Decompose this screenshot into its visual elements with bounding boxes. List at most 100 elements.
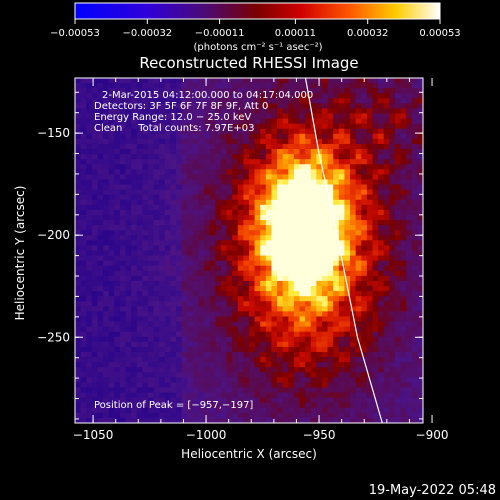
heatmap-cell <box>271 83 278 89</box>
heatmap-cell <box>265 402 273 409</box>
heatmap-cell <box>153 382 160 389</box>
heatmap-cell <box>91 316 99 323</box>
heatmap-cell <box>97 164 104 170</box>
heatmap-cell <box>316 341 323 348</box>
heatmap-cell <box>260 133 267 140</box>
heatmap-cell <box>299 189 306 196</box>
heatmap-cell <box>305 301 312 307</box>
heatmap-cell <box>293 296 301 302</box>
heatmap-cell <box>406 397 413 404</box>
heatmap-cell <box>91 220 99 226</box>
heatmap-cell <box>80 286 87 292</box>
heatmap-cell <box>192 103 200 110</box>
heatmap-cell <box>164 240 172 247</box>
heatmap-cell <box>91 280 99 287</box>
heatmap-cell <box>271 412 278 419</box>
heatmap-cell <box>400 270 407 277</box>
heatmap-cell <box>75 204 82 211</box>
heatmap-cell <box>406 336 413 343</box>
heatmap-cell <box>119 250 127 257</box>
heatmap-cell <box>350 184 357 191</box>
heatmap-cell <box>237 311 244 318</box>
heatmap-cell <box>220 336 228 343</box>
heatmap-cell <box>209 93 216 99</box>
heatmap-cell <box>277 265 284 272</box>
heatmap-cell <box>327 387 334 394</box>
heatmap-cell <box>361 214 368 221</box>
heatmap-cell <box>119 214 127 221</box>
heatmap-cell <box>389 138 396 145</box>
heatmap-cell <box>249 275 256 282</box>
heatmap-cell <box>305 169 312 175</box>
heatmap-cell <box>372 326 379 333</box>
heatmap-cell <box>378 250 385 257</box>
heatmap-cell <box>288 78 295 84</box>
heatmap-cell <box>316 321 323 328</box>
heatmap-cell <box>119 265 127 272</box>
heatmap-cell <box>215 306 222 312</box>
heatmap-cell <box>293 204 301 211</box>
heatmap-cell <box>310 306 317 312</box>
heatmap-cell <box>187 270 194 277</box>
heatmap-cell <box>254 291 261 297</box>
heatmap-cell <box>164 392 172 399</box>
heatmap-cell <box>91 397 99 404</box>
heatmap-cell <box>198 164 205 170</box>
heatmap-cell <box>378 118 385 125</box>
heatmap-cell <box>198 174 205 181</box>
heatmap-cell <box>406 351 413 358</box>
heatmap-cell <box>243 321 250 328</box>
heatmap-cell <box>299 407 306 414</box>
heatmap-cell <box>249 118 256 125</box>
heatmap-cell <box>344 98 351 104</box>
heatmap-cell <box>327 275 334 282</box>
heatmap-cell <box>383 306 390 312</box>
heatmap-cell <box>215 351 222 358</box>
heatmap-cell <box>80 108 87 115</box>
x-tick-label: −950 <box>303 428 336 442</box>
heatmap-cell <box>209 275 216 282</box>
heatmap-cell <box>226 98 233 104</box>
heatmap-cell <box>299 138 306 145</box>
heatmap-cell <box>293 133 301 140</box>
heatmap-cell <box>361 225 368 231</box>
heatmap-cell <box>198 113 205 120</box>
heatmap-cell <box>108 98 115 104</box>
heatmap-cell <box>260 265 267 272</box>
heatmap-cell <box>215 154 222 160</box>
heatmap-cell <box>243 291 250 297</box>
heatmap-cell <box>136 93 143 99</box>
heatmap-cell <box>383 362 390 368</box>
heatmap-cell <box>406 255 413 262</box>
heatmap-cell <box>209 301 216 307</box>
heatmap-cell <box>198 194 205 201</box>
heatmap-cell <box>164 316 172 323</box>
heatmap-cell <box>237 220 244 226</box>
heatmap-cell <box>243 336 250 343</box>
heatmap-cell <box>333 184 340 191</box>
heatmap-cell <box>192 220 200 226</box>
heatmap-cell <box>249 336 256 343</box>
heatmap-cell <box>361 138 368 145</box>
heatmap-cell <box>288 113 295 120</box>
heatmap-cell <box>119 341 127 348</box>
heatmap-cell <box>176 174 183 181</box>
heatmap-cell <box>142 128 149 135</box>
heatmap-cell <box>327 199 334 206</box>
heatmap-cell <box>153 179 160 186</box>
heatmap-cell <box>198 260 205 267</box>
heatmap-cell <box>142 230 149 236</box>
heatmap-cell <box>406 118 413 125</box>
heatmap-cell <box>338 321 346 328</box>
heatmap-cell <box>204 331 211 338</box>
heatmap-cell <box>181 331 188 338</box>
heatmap-cell <box>400 199 407 206</box>
heatmap-cell <box>288 108 295 115</box>
heatmap-cell <box>288 103 295 110</box>
heatmap-cell <box>125 245 132 252</box>
heatmap-cell <box>372 245 379 252</box>
heatmap-cell <box>249 220 256 226</box>
heatmap-cell <box>338 326 346 333</box>
heatmap-cell <box>215 341 222 348</box>
heatmap-cell <box>383 286 390 292</box>
